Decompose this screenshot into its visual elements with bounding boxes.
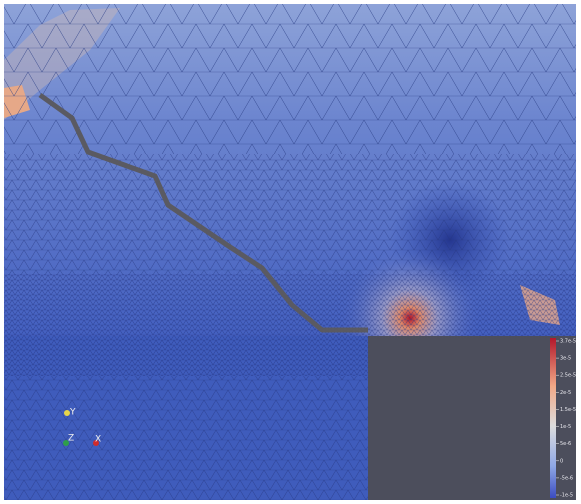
colorbar-label: -5e-6	[560, 475, 573, 481]
z-axis-label: Z	[68, 434, 74, 444]
mesh-coarse	[4, 4, 576, 154]
x-axis-label: X	[95, 435, 101, 445]
colorbar-label: 2e-5	[560, 390, 571, 396]
colorbar-label: 1e-5	[560, 424, 571, 430]
colorbar-label: 2.5e-5	[560, 373, 576, 379]
mesh-medium	[4, 154, 576, 274]
colorbar-label: 5e-6	[560, 441, 571, 447]
colorbar-label: 1.5e-5	[560, 407, 576, 413]
mesh-fine	[4, 336, 368, 376]
colorbar-label: 3e-5	[560, 356, 571, 362]
colorbar-label: 3.7e-5	[560, 339, 576, 345]
axes-triad: Y Z X	[63, 408, 101, 446]
colorbar-label: -1e-5	[560, 493, 573, 499]
colorbar	[550, 338, 556, 498]
crack	[38, 92, 368, 333]
void-region	[368, 336, 576, 500]
y-axis-marker	[64, 410, 70, 416]
y-axis-label: Y	[69, 408, 76, 418]
colorbar-labels: 3.7e-5 3e-5 2.5e-5 2e-5 1.5e-5 1e-5 5e-6 0 -5e-6…	[556, 339, 576, 499]
x-axis-marker	[93, 440, 99, 446]
colorbar-label: 0	[560, 458, 563, 464]
mesh-medium	[4, 376, 368, 500]
z-axis-marker	[63, 440, 69, 446]
